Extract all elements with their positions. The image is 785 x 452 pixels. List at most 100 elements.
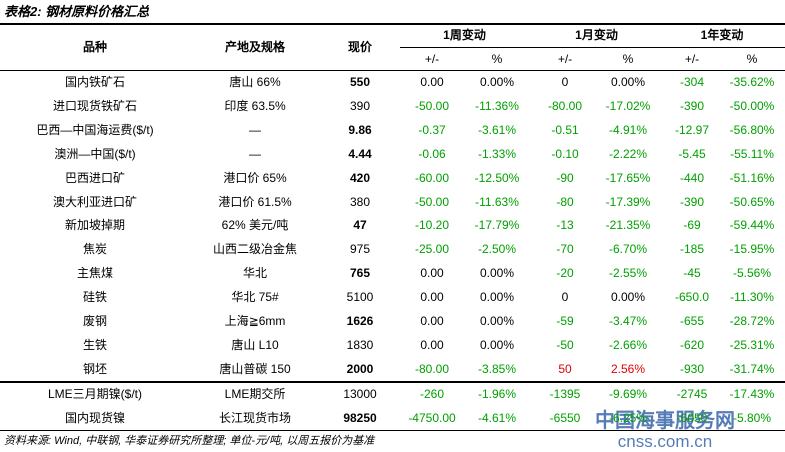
watermark-url: cnss.com.cn [617,432,713,451]
subcolumn-header: % [622,52,634,66]
table-cell: 港口价 61.5% [218,194,292,209]
table-cell: -60.00 [414,170,450,185]
table-cell: 0.00% [479,290,515,305]
table-cell: 上海≧6mm [224,314,286,328]
table-cell: 98250 [343,411,377,425]
table-cell: 巴西—中国海运费($/t) [36,122,154,137]
table-cell: 国内现货镍 [64,411,126,425]
table-cell: -80 [556,194,574,209]
table-cell: -59.44% [729,218,775,233]
table-cell: 新加坡掉期 [64,218,126,233]
table-cell: 进口现货铁矿石 [52,98,138,113]
table-cell: -12.97 [674,122,710,137]
group-header: 1月变动 [575,28,618,42]
table-cell: -930 [679,361,705,376]
group-header: 1年变动 [700,28,744,42]
table-cell: 4.44 [348,146,372,161]
table-cell: 0 [561,290,569,305]
table-cell: -440 [679,170,705,185]
table-cell: -2.55% [608,266,648,281]
rule [0,430,785,431]
table-cell: 唐山 L10 [231,337,279,352]
table-cell: 765 [349,266,371,281]
table-cell: 0.00 [420,314,444,328]
table-cell: -6050 [676,411,708,425]
table-cell: -25.00 [414,242,450,257]
table-cell: -5.56% [732,266,772,281]
table-cell: -25.31% [729,337,775,352]
table-cell: 50 [558,361,572,376]
table-cell: 0.00% [479,75,515,89]
table-cell: 巴西进口矿 [64,170,126,185]
subcolumn-header: +/- [684,52,700,66]
table-cell: 0 [561,75,569,89]
source-note: 资料来源: Wind, 中联钢, 华泰证券研究所整理; 单位-元/吨, 以周五报… [4,435,375,447]
table-cell: -51.16% [729,170,775,185]
table-cell: -0.06 [418,146,446,161]
table-cell: -20 [556,266,574,281]
table-cell: 印度 63.5% [224,98,286,113]
table-cell: -80.00 [547,98,583,113]
table-cell: -1.96% [477,387,517,401]
table-cell: -655 [679,314,705,328]
table-cell: 420 [349,170,371,185]
table-cell: 0.00% [479,337,515,352]
subcolumn-header: +/- [557,52,573,66]
table-cell: 0.00% [610,75,646,89]
table-cell: 主焦煤 [76,266,114,281]
table-cell: 唐山普碳 150 [219,361,291,376]
table-cell: 1626 [346,314,374,328]
table-cell: 废钢 [82,314,108,328]
table-cell: 华北 [242,266,268,281]
table-cell: 2000 [346,361,374,376]
table-cell: -6.70% [608,242,648,257]
table-cell: — [249,146,261,161]
table-cell: -17.43% [729,387,775,401]
column-header: 现价 [347,40,373,54]
table-cell: -0.37 [418,122,446,137]
table-cell: -5.45 [678,146,706,161]
table-cell: 0.00 [420,337,444,352]
table-cell: -12.50% [474,170,520,185]
table-cell: 1830 [346,337,374,352]
table-cell: -4.91% [608,122,648,137]
table-cell: -17.65% [605,170,651,185]
table-cell: 13000 [343,387,377,401]
table-cell: -5.80% [732,411,772,425]
table-cell: -69 [683,218,701,233]
table-cell: -17.79% [474,218,520,233]
table-cell: 华北 75# [231,290,279,305]
table-cell: -17.39% [605,194,651,209]
table-cell: -1.33% [477,146,517,161]
table-cell: 0.00% [479,266,515,281]
table-cell: -2.22% [608,146,648,161]
table-cell: -45 [683,266,701,281]
table-cell: LME期交所 [224,387,286,401]
table-cell: 生铁 [82,337,108,352]
table-cell: 62% 美元/吨 [221,218,289,233]
table-cell: 澳大利亚进口矿 [52,194,138,209]
subcolumn-header: % [746,52,758,66]
table-cell: 47 [353,218,367,233]
table-cell: -21.35% [605,218,651,233]
rule [400,47,785,48]
table-cell: 975 [349,242,371,257]
table-cell: 2.56% [610,361,646,376]
table-cell: 5100 [346,290,374,305]
table-cell: 0.00 [420,75,444,89]
table-cell: -260 [419,387,445,401]
table-cell: -50.00 [414,194,450,209]
table-cell: -6.25% [608,411,648,425]
table-cell: -6550 [549,411,581,425]
table-cell: -11.30% [730,290,774,305]
table-cell: 380 [349,194,371,209]
table-cell: -185 [679,242,705,257]
table-cell: -3.47% [608,314,648,328]
table-cell: 0.00% [610,290,646,305]
table-cell: -0.10 [551,146,579,161]
table-cell: -50.00 [414,98,450,113]
table-cell: 国内铁矿石 [64,75,126,89]
table-cell: -17.02% [605,98,651,113]
table-cell: -304 [679,75,705,89]
